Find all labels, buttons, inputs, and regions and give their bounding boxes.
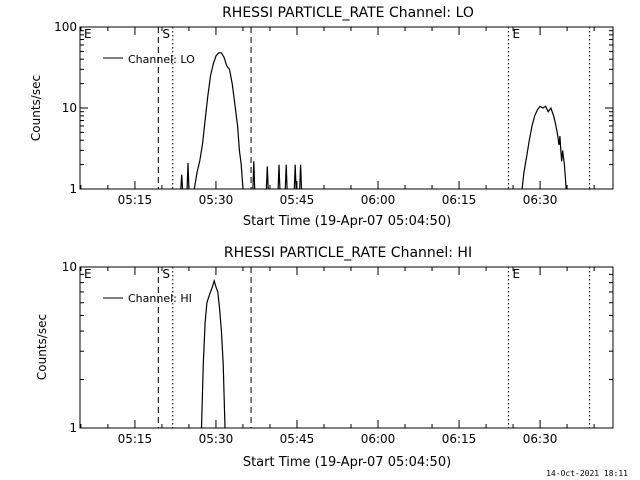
x-tick-label: 06:30 [523,193,558,207]
x-tick-label: 06:00 [361,193,396,207]
legend-label: Channel: LO [128,53,195,66]
legend-label: Channel: HI [128,292,192,305]
chart-title: RHESSI PARTICLE_RATE Channel: HI [224,245,472,261]
y-tick-label: 1 [69,182,77,196]
plot-area: 05:15 05:30 05:45 06:00 06:15 06:30 1 10 100 E S E [54,20,614,207]
event-marker-label: E [84,267,92,281]
x-tick-label: 05:45 [280,193,315,207]
series-line [284,164,288,190]
series-line [265,166,269,190]
series-line [293,164,297,190]
x-tick-label: 06:30 [523,432,558,446]
event-marker-label: S [162,267,170,281]
y-tick-label: 10 [62,101,77,115]
x-tick-label: 05:30 [199,193,234,207]
event-marker-label: E [513,27,521,41]
x-axis-label: Start Time (19-Apr-07 05:04:50) [243,455,451,470]
x-tick-label: 06:00 [361,432,396,446]
series-line [252,161,256,190]
panel-hi-channel: RHESSI PARTICLE_RATE Channel: HI 05:15 05… [35,245,614,470]
x-tick-label: 06:15 [442,432,477,446]
x-tick-label: 05:30 [199,432,234,446]
x-tick-label: 05:45 [280,432,315,446]
series-line [180,174,184,190]
panel-lo-channel: RHESSI PARTICLE_RATE Channel: LO 05:15 05… [29,5,614,229]
y-axis-label: Counts/sec [35,314,49,380]
y-axis-label: Counts/sec [29,75,43,141]
event-marker-label: E [513,267,521,281]
series-line [200,278,226,429]
y-tick-label: 1 [69,421,77,435]
x-tick-label: 05:15 [118,432,153,446]
plot-area: 05:15 05:30 05:45 06:00 06:15 06:30 1 10 E S E [62,260,614,446]
series-line [193,52,244,190]
series-line [521,105,567,190]
series-line [186,162,190,190]
series-line [299,164,303,190]
chart-title: RHESSI PARTICLE_RATE Channel: LO [222,5,474,21]
series-line [277,164,281,190]
plot-frame [79,26,614,190]
y-tick-label: 100 [54,20,77,34]
event-marker-label: E [84,27,92,41]
y-tick-label: 10 [62,260,77,274]
event-marker-label: S [162,27,170,41]
generation-timestamp: 14-Oct-2021 18:11 [546,469,628,478]
x-tick-label: 05:15 [118,193,153,207]
x-tick-label: 06:15 [442,193,477,207]
x-axis-label: Start Time (19-Apr-07 05:04:50) [243,214,451,229]
